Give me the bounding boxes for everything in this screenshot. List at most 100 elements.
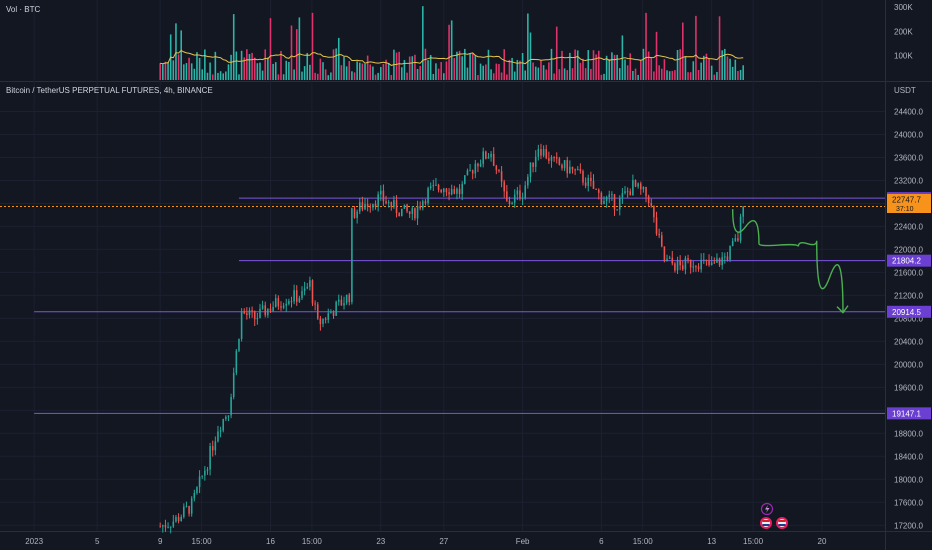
candle-body [653, 205, 655, 218]
volume-bar [590, 68, 592, 80]
volume-bar [734, 59, 737, 80]
candle-body [274, 298, 277, 308]
candle-body [495, 165, 498, 171]
volume-bar [703, 55, 705, 80]
candle-body [374, 203, 377, 207]
volume-bar [574, 49, 576, 80]
candle-body [637, 183, 639, 187]
candle-body [697, 266, 700, 270]
volume-bar [327, 75, 330, 80]
volume-tick-label: 300K [894, 3, 913, 12]
volume-bar [358, 62, 361, 80]
volume-bar [555, 26, 558, 80]
volume-bar [225, 71, 227, 80]
us-flag-icon[interactable] [760, 517, 772, 529]
candle-body [461, 183, 463, 195]
grid [0, 0, 885, 531]
volume-bar [419, 65, 421, 80]
candle-body [343, 303, 345, 306]
candle-body [180, 516, 182, 522]
volume-bar [663, 59, 666, 80]
volume-bar [700, 62, 702, 80]
volume-bar [230, 54, 232, 80]
candle-body [269, 308, 272, 311]
candle-body [198, 476, 201, 488]
volume-bar [316, 73, 319, 80]
candle-body [684, 258, 687, 270]
price-tick-label: 22400.0 [894, 222, 923, 231]
candle-body [692, 266, 695, 268]
candle-body [408, 211, 411, 215]
horizontal-levels[interactable] [34, 197, 885, 414]
candle-body [414, 208, 416, 219]
volume-bar [272, 63, 274, 80]
candle-body [314, 303, 316, 305]
volume-bar [372, 66, 374, 80]
candle-body [379, 190, 382, 195]
candle-body [330, 312, 332, 314]
volume-bar [259, 62, 261, 80]
candle-body [358, 202, 361, 212]
volume-bar [324, 69, 327, 80]
candle-body [487, 157, 490, 159]
time-tick-label: 5 [95, 537, 100, 546]
price-tick-label: 19600.0 [894, 383, 923, 392]
candle-body [377, 194, 379, 207]
volume-bar [729, 58, 731, 80]
candle-body [592, 180, 595, 189]
candle-body [597, 189, 600, 193]
volume-bar [608, 59, 611, 80]
volume-bar [642, 48, 645, 80]
time-tick-label: 6 [599, 537, 604, 546]
candle-body [639, 183, 642, 190]
volume-bar [251, 52, 253, 80]
candle-body [579, 169, 582, 172]
volume-bar [330, 72, 332, 80]
candle-body [406, 204, 408, 212]
volume-bar [597, 50, 600, 80]
volume-bar [411, 56, 414, 80]
projection-arrow[interactable] [731, 209, 844, 313]
candle-body [204, 470, 206, 476]
volume-bar [211, 74, 214, 80]
candle-body [550, 156, 553, 161]
volume-bar [403, 59, 406, 80]
level-badge [887, 254, 931, 267]
candle-body [259, 308, 261, 319]
candle-body [443, 188, 445, 193]
candle-body [385, 201, 387, 204]
candle-body [710, 262, 713, 266]
volume-bar [695, 15, 697, 81]
volume-bar [353, 72, 356, 80]
volume-bar [159, 63, 161, 80]
us-flag-icon[interactable] [776, 517, 788, 529]
candle-body [660, 235, 663, 247]
volume-bar [458, 50, 461, 80]
candle-body [471, 170, 474, 174]
lightning-icon[interactable] [760, 502, 774, 516]
volume-bar [235, 51, 238, 80]
volume-bar [290, 25, 293, 80]
candle-body [293, 290, 295, 302]
candle-body [175, 516, 177, 522]
candle-body [713, 262, 716, 264]
level-badge [887, 407, 931, 420]
time-tick-label: 23 [376, 537, 385, 546]
candle-body [309, 280, 311, 287]
volume-bar [485, 64, 487, 80]
volume-bar [232, 14, 235, 80]
volume-bar [309, 64, 311, 80]
volume-bar [469, 53, 471, 80]
candle-body [561, 164, 563, 169]
volume-bar [595, 54, 597, 80]
volume-bar [422, 6, 424, 81]
volume-bar [653, 71, 655, 80]
volume-bar [724, 48, 726, 80]
time-tick-label: 15:00 [302, 537, 323, 546]
volume-bar [692, 61, 695, 80]
candle-body [429, 186, 432, 189]
candle-body [288, 301, 290, 304]
candle-body [167, 526, 169, 528]
